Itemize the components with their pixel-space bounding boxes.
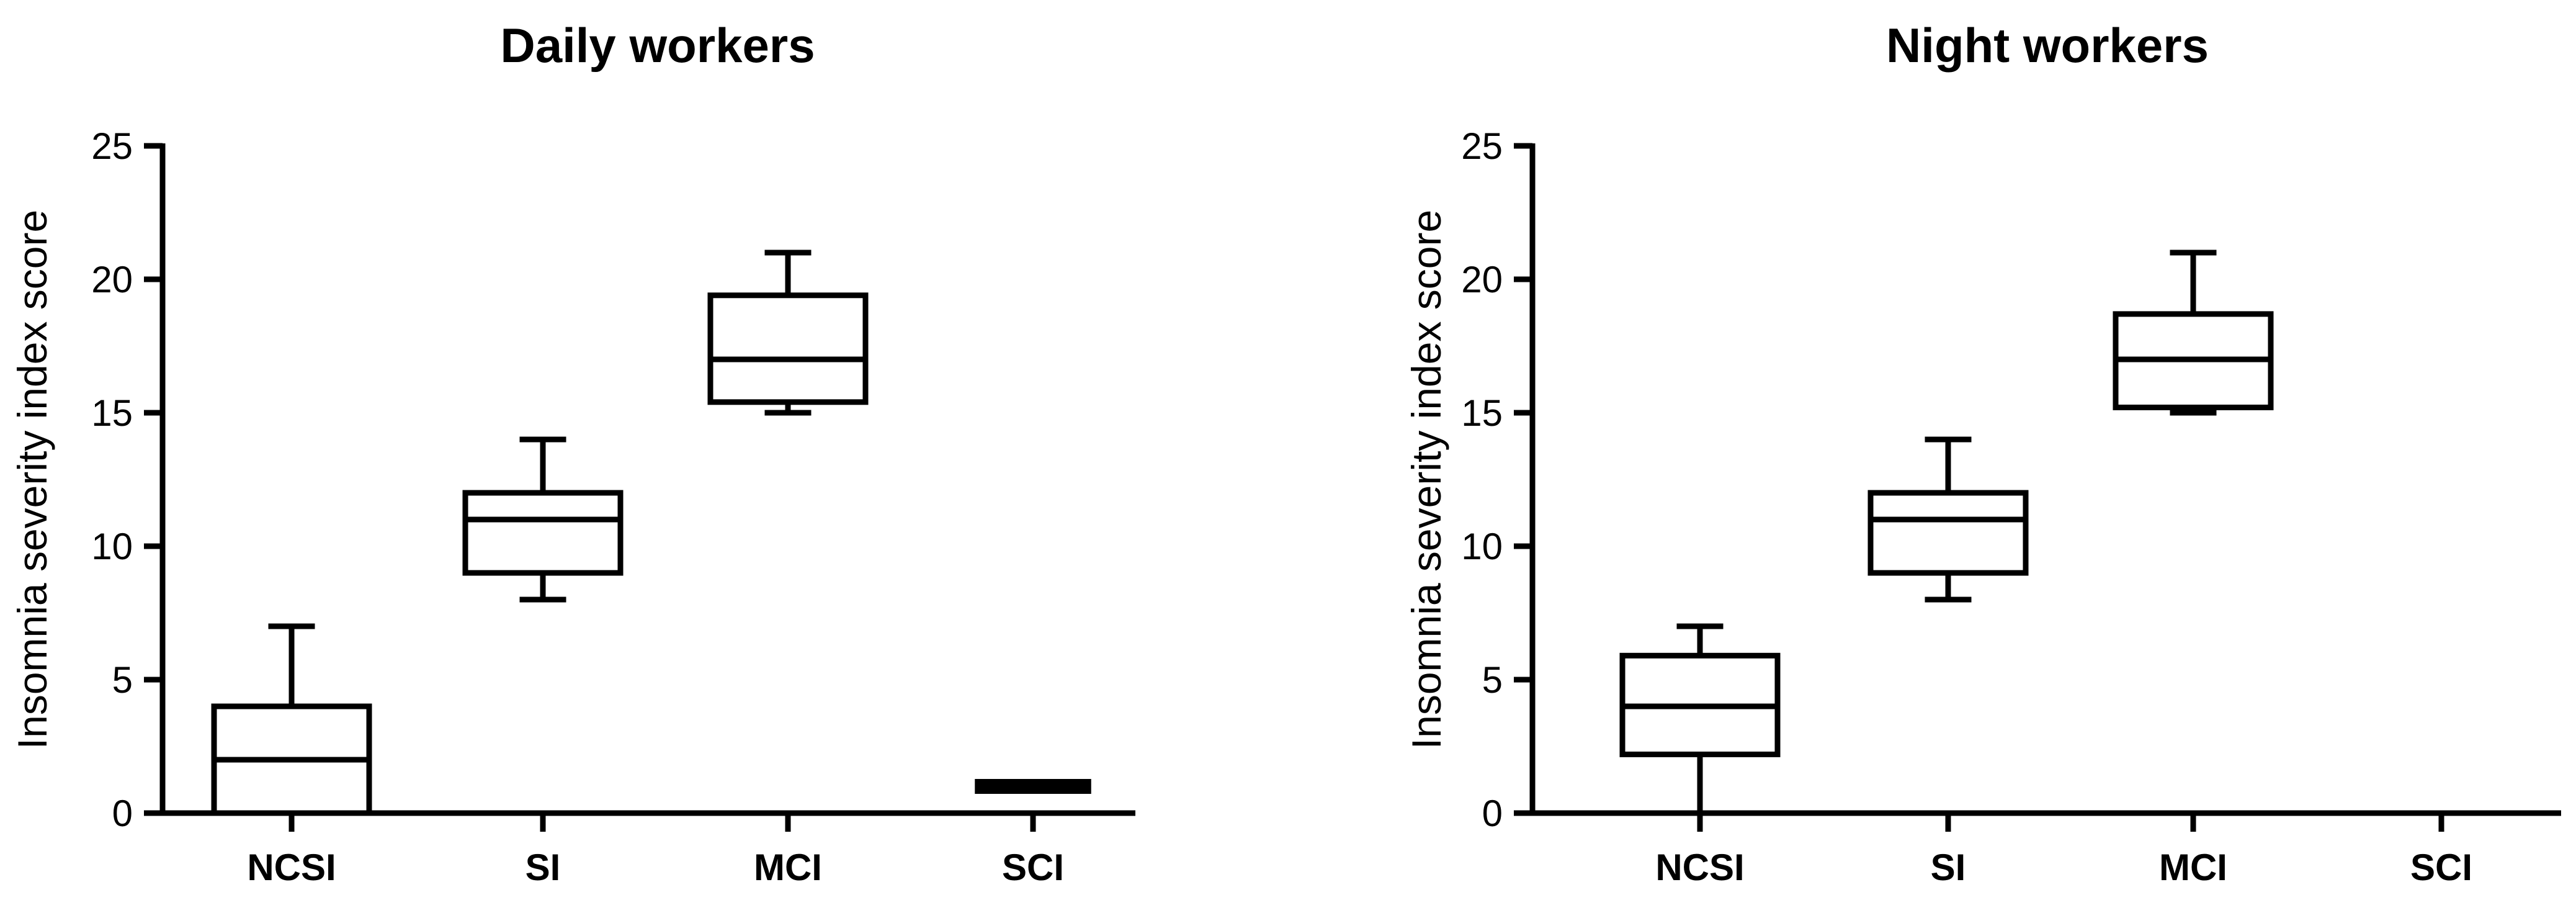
y-tick-label: 0 <box>112 793 133 834</box>
chart-panel-2: Night workers Insomnia severity index sco… <box>1403 18 2561 888</box>
box-ncsi <box>1619 623 1781 813</box>
x-tick-label: NCSI <box>247 847 336 888</box>
x-tick-label: SCI <box>1002 847 1064 888</box>
box-iqr <box>1867 490 2029 576</box>
box-flat-bar <box>975 779 1091 794</box>
box-mci <box>2113 250 2274 416</box>
box-iqr <box>462 490 624 576</box>
x-tick-label: SCI <box>2410 847 2472 888</box>
x-tick-label: SI <box>525 847 561 888</box>
y-tick-label: 5 <box>112 659 133 701</box>
box-si <box>1867 436 2029 603</box>
box-mci <box>707 250 869 416</box>
y-axis-label: Insomnia severity index score <box>9 210 55 749</box>
box-iqr <box>707 292 869 405</box>
y-tick-label: 20 <box>1461 259 1503 300</box>
y-tick-label: 5 <box>1482 659 1503 701</box>
x-tick-label: SI <box>1931 847 1966 888</box>
box-si <box>462 436 624 603</box>
y-tick-label: 25 <box>91 125 133 167</box>
y-tick-label: 25 <box>1461 125 1503 167</box>
x-tick-label: NCSI <box>1655 847 1744 888</box>
chart-title: Night workers <box>1886 18 2209 73</box>
box-ncsi <box>211 623 372 816</box>
y-axis-label: Insomnia severity index score <box>1403 210 1449 749</box>
y-tick-label: 15 <box>91 392 133 434</box>
x-tick-label: MCI <box>754 847 822 888</box>
y-tick-label: 10 <box>1461 526 1503 567</box>
chart-title: Daily workers <box>500 18 815 73</box>
y-tick-label: 20 <box>91 259 133 300</box>
y-tick-label: 15 <box>1461 392 1503 434</box>
y-tick-label: 10 <box>91 526 133 567</box>
chart-panel-1: Daily workers Insomnia severity index sco… <box>9 18 1135 888</box>
x-tick-label: MCI <box>2159 847 2227 888</box>
y-tick-label: 0 <box>1482 793 1503 834</box>
box-sci <box>975 779 1091 794</box>
